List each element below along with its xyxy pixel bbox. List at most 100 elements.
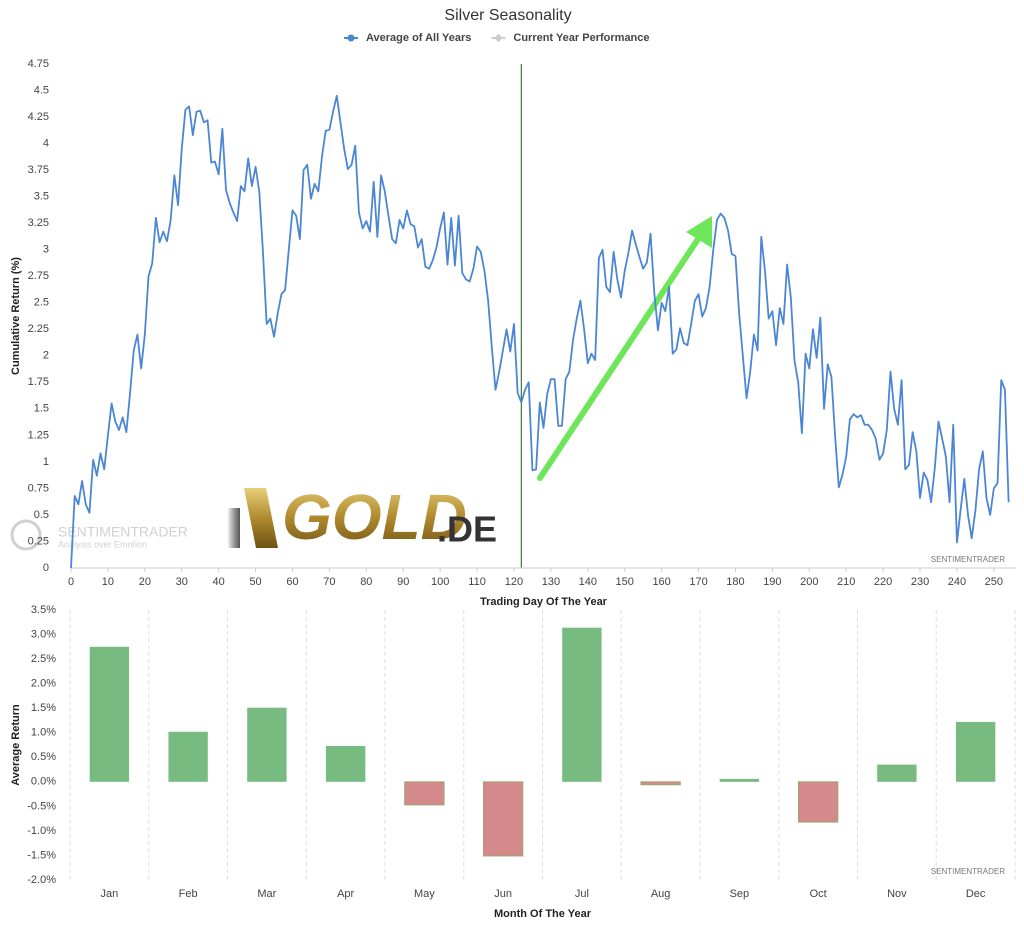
- logo-icon: [10, 519, 42, 551]
- watermark: SENTIMENTRADER: [931, 867, 1005, 876]
- y-tick-label: 4.5: [34, 84, 49, 96]
- x-tick-label: 60: [286, 576, 298, 588]
- y-tick-label: 0.5: [34, 509, 49, 521]
- x-tick-label: 130: [542, 576, 560, 588]
- legend-swatch: [347, 34, 355, 42]
- x-tick-label: 170: [689, 576, 707, 588]
- bar: [640, 781, 681, 786]
- legend-label: Average of All Years: [366, 32, 471, 44]
- logo-bar: [244, 488, 278, 548]
- logo-tagline: Analysis over Emotion: [58, 539, 147, 549]
- y-tick-label: 3.75: [28, 164, 49, 176]
- trend-arrow: [537, 216, 712, 481]
- y-axis-title: Cumulative Return (%): [10, 257, 22, 375]
- bar: [719, 778, 760, 782]
- y-tick-label: -2.0%: [27, 874, 56, 886]
- bar: [168, 731, 208, 782]
- x-tick-label: Sep: [730, 888, 750, 900]
- bar: [482, 781, 524, 857]
- x-tick-label: 150: [616, 576, 634, 588]
- y-tick-label: 1: [43, 456, 49, 468]
- x-tick-label: Oct: [810, 888, 827, 900]
- x-tick-label: 50: [249, 576, 261, 588]
- line-series: [70, 94, 1010, 569]
- y-tick-label: 3.5: [34, 191, 49, 203]
- x-tick-label: Aug: [651, 888, 671, 900]
- sentimentrader-logo: SENTIMENTRADER Analysis over Emotion: [10, 519, 188, 551]
- x-tick-label: 90: [397, 576, 409, 588]
- logos: SENTIMENTRADER Analysis over Emotion GOL…: [10, 481, 497, 553]
- x-axis-title: Trading Day Of The Year: [480, 596, 608, 608]
- y-tick-label: -0.5%: [27, 800, 56, 812]
- logo-suffix: .DE: [437, 509, 497, 550]
- y-tick-label: 1.5: [34, 403, 49, 415]
- x-tick-label: Dec: [966, 888, 986, 900]
- x-tick-label: 200: [800, 576, 818, 588]
- bar: [797, 781, 839, 823]
- x-tick-label: 230: [911, 576, 929, 588]
- y-tick-label: 0.25: [28, 535, 49, 547]
- y-tick-label: 2.5%: [31, 653, 56, 665]
- y-tick-label: 1.75: [28, 376, 49, 388]
- x-tick-label: May: [414, 888, 435, 900]
- y-tick-label: -1.0%: [27, 825, 56, 837]
- y-tick-label: 4.75: [28, 58, 49, 70]
- x-tick-label: Apr: [337, 888, 354, 900]
- x-tick-label: 70: [323, 576, 335, 588]
- y-tick-label: 1.25: [28, 429, 49, 441]
- y-tick-label: 3.0%: [31, 628, 56, 640]
- x-tick-label: Jun: [494, 888, 512, 900]
- x-tick-label: Mar: [257, 888, 276, 900]
- y-tick-label: 2: [43, 350, 49, 362]
- y-tick-label: -1.5%: [27, 849, 56, 861]
- y-tick-label: 2.0%: [31, 678, 56, 690]
- logo-word: GOLD: [282, 481, 467, 553]
- x-tick-label: Feb: [179, 888, 198, 900]
- x-tick-label: Jan: [101, 888, 119, 900]
- y-tick-label: 0: [43, 562, 49, 574]
- bar: [955, 721, 996, 782]
- x-tick-label: 100: [431, 576, 449, 588]
- bar: [325, 745, 366, 782]
- y-tick-label: 2.5: [34, 297, 49, 309]
- x-axis-title: Month Of The Year: [494, 908, 592, 920]
- x-tick-label: 250: [985, 576, 1003, 588]
- bar: [404, 781, 445, 806]
- x-tick-label: 10: [102, 576, 114, 588]
- y-tick-label: 2.25: [28, 323, 49, 335]
- x-tick-label: 120: [505, 576, 523, 588]
- x-tick-label: 240: [948, 576, 966, 588]
- y-tick-label: 0.0%: [31, 776, 56, 788]
- x-tick-label: Nov: [887, 888, 907, 900]
- y-tick-label: 0.75: [28, 482, 49, 494]
- x-tick-label: 110: [468, 576, 486, 588]
- arrow-head: [686, 216, 712, 248]
- x-tick-label: 40: [213, 576, 225, 588]
- x-tick-label: 140: [579, 576, 597, 588]
- watermark: SENTIMENTRADER: [931, 555, 1005, 564]
- y-tick-label: 4: [43, 137, 49, 149]
- x-tick-label: 220: [874, 576, 892, 588]
- x-tick-label: 0: [68, 576, 74, 588]
- y-tick-label: 3.5%: [31, 604, 56, 616]
- bar: [562, 627, 602, 782]
- logo-bar: [228, 508, 240, 548]
- x-tick-label: 210: [837, 576, 855, 588]
- y-tick-label: 1.0%: [31, 727, 56, 739]
- bar: [89, 646, 130, 782]
- bar: [247, 707, 287, 782]
- bar: [877, 764, 917, 782]
- gold-logo: GOLD .DE: [228, 481, 497, 553]
- x-tick-label: 80: [360, 576, 372, 588]
- y-tick-label: 2.75: [28, 270, 49, 282]
- chart-title: Silver Seasonality: [444, 7, 571, 24]
- legend-swatch: [494, 33, 503, 43]
- x-tick-label: 180: [726, 576, 744, 588]
- y-axis-title: Average Return: [10, 704, 22, 786]
- x-tick-label: 20: [139, 576, 151, 588]
- y-tick-label: 1.5%: [31, 702, 56, 714]
- x-tick-label: Jul: [575, 888, 589, 900]
- logo-text: SENTIMENTRADER: [58, 524, 188, 540]
- x-tick-label: 190: [763, 576, 781, 588]
